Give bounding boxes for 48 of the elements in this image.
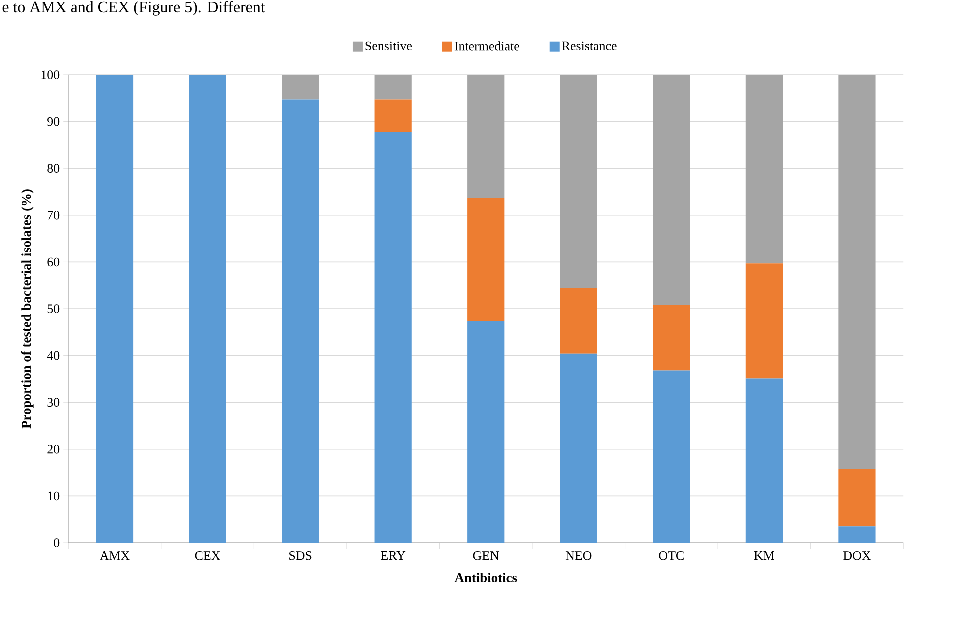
text: e to AMX and CEX (Figure 5). Different xyxy=(2,1,266,16)
y-tick-label: 20 xyxy=(48,445,60,454)
x-tick-label: NEO xyxy=(566,552,592,560)
bar xyxy=(653,370,690,543)
y-tick-label: 40 xyxy=(47,351,60,360)
bar xyxy=(838,526,876,543)
y-tick-label: 60 xyxy=(48,258,60,267)
y-tick-label: 100 xyxy=(42,70,60,80)
bar xyxy=(374,74,412,100)
y-tick-label: 70 xyxy=(48,211,60,220)
bar xyxy=(653,74,690,306)
bar xyxy=(746,378,783,543)
bar xyxy=(282,74,320,100)
bar xyxy=(653,305,690,371)
bar xyxy=(560,74,598,288)
x-tick-label: SDS xyxy=(290,552,312,560)
legend-label: Sensitive xyxy=(366,42,412,51)
y-tick-label: 80 xyxy=(48,164,60,173)
x-tick-label: DOX xyxy=(844,552,872,560)
y-tick-label: 10 xyxy=(48,492,60,501)
bar xyxy=(374,132,412,543)
bar xyxy=(374,100,412,133)
bar xyxy=(96,74,134,543)
bar xyxy=(468,198,505,322)
bar xyxy=(838,469,876,527)
legend-label: Intermediate xyxy=(454,42,520,51)
x-tick-label: AMX xyxy=(100,552,130,560)
bar xyxy=(189,74,226,543)
x-tick-label: OTC xyxy=(659,552,684,560)
y-tick-label: 30 xyxy=(48,398,60,407)
x-axis-title: Antibiotics xyxy=(454,573,518,583)
y-tick-label: 0 xyxy=(54,538,60,548)
bar xyxy=(560,288,598,354)
y-axis-title: Proportion of tested bacterial isolates (%) xyxy=(21,190,34,429)
bar xyxy=(282,100,320,543)
x-tick-label: KM xyxy=(754,552,774,560)
bar xyxy=(746,264,783,379)
bar xyxy=(560,354,598,543)
x-tick-label: ERY xyxy=(381,552,406,560)
bar xyxy=(838,74,876,470)
y-tick-label: 50 xyxy=(48,304,60,314)
legend-label: Resistance xyxy=(562,42,617,51)
x-tick-label: GEN xyxy=(473,552,500,560)
bar xyxy=(468,321,505,543)
bar xyxy=(746,74,783,264)
y-tick-label: 90 xyxy=(48,117,60,126)
x-tick-label: CEX xyxy=(195,552,221,560)
bar xyxy=(468,74,505,198)
